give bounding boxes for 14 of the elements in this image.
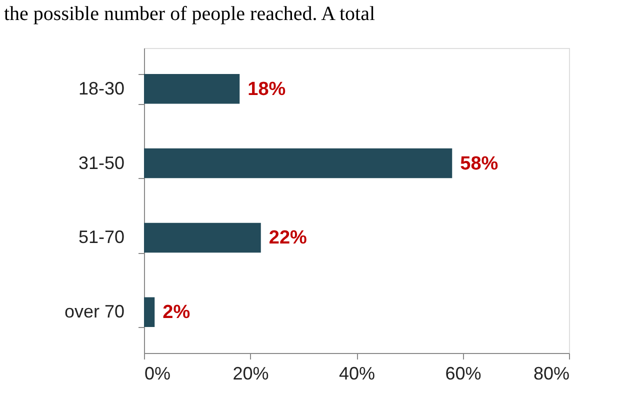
data-label: 22% — [268, 228, 308, 249]
y-tick-label: 31-50 — [78, 152, 124, 173]
text: the possible number of people reached. A total — [4, 3, 376, 25]
data-label: 2% — [162, 302, 190, 324]
x-tick-label: 60% — [445, 364, 482, 384]
data-label: 18% — [248, 78, 286, 100]
y-tick-label: over 70 — [64, 302, 124, 322]
x-tick-label: 40% — [338, 364, 376, 384]
x-tick-label: 20% — [232, 364, 269, 384]
x-tick-label: 0% — [144, 364, 171, 384]
data-label: 58% — [460, 153, 498, 174]
y-tick-label: 51-70 — [78, 227, 124, 248]
x-tick-label: 80% — [533, 364, 570, 384]
y-tick-label: 18-30 — [78, 78, 124, 98]
